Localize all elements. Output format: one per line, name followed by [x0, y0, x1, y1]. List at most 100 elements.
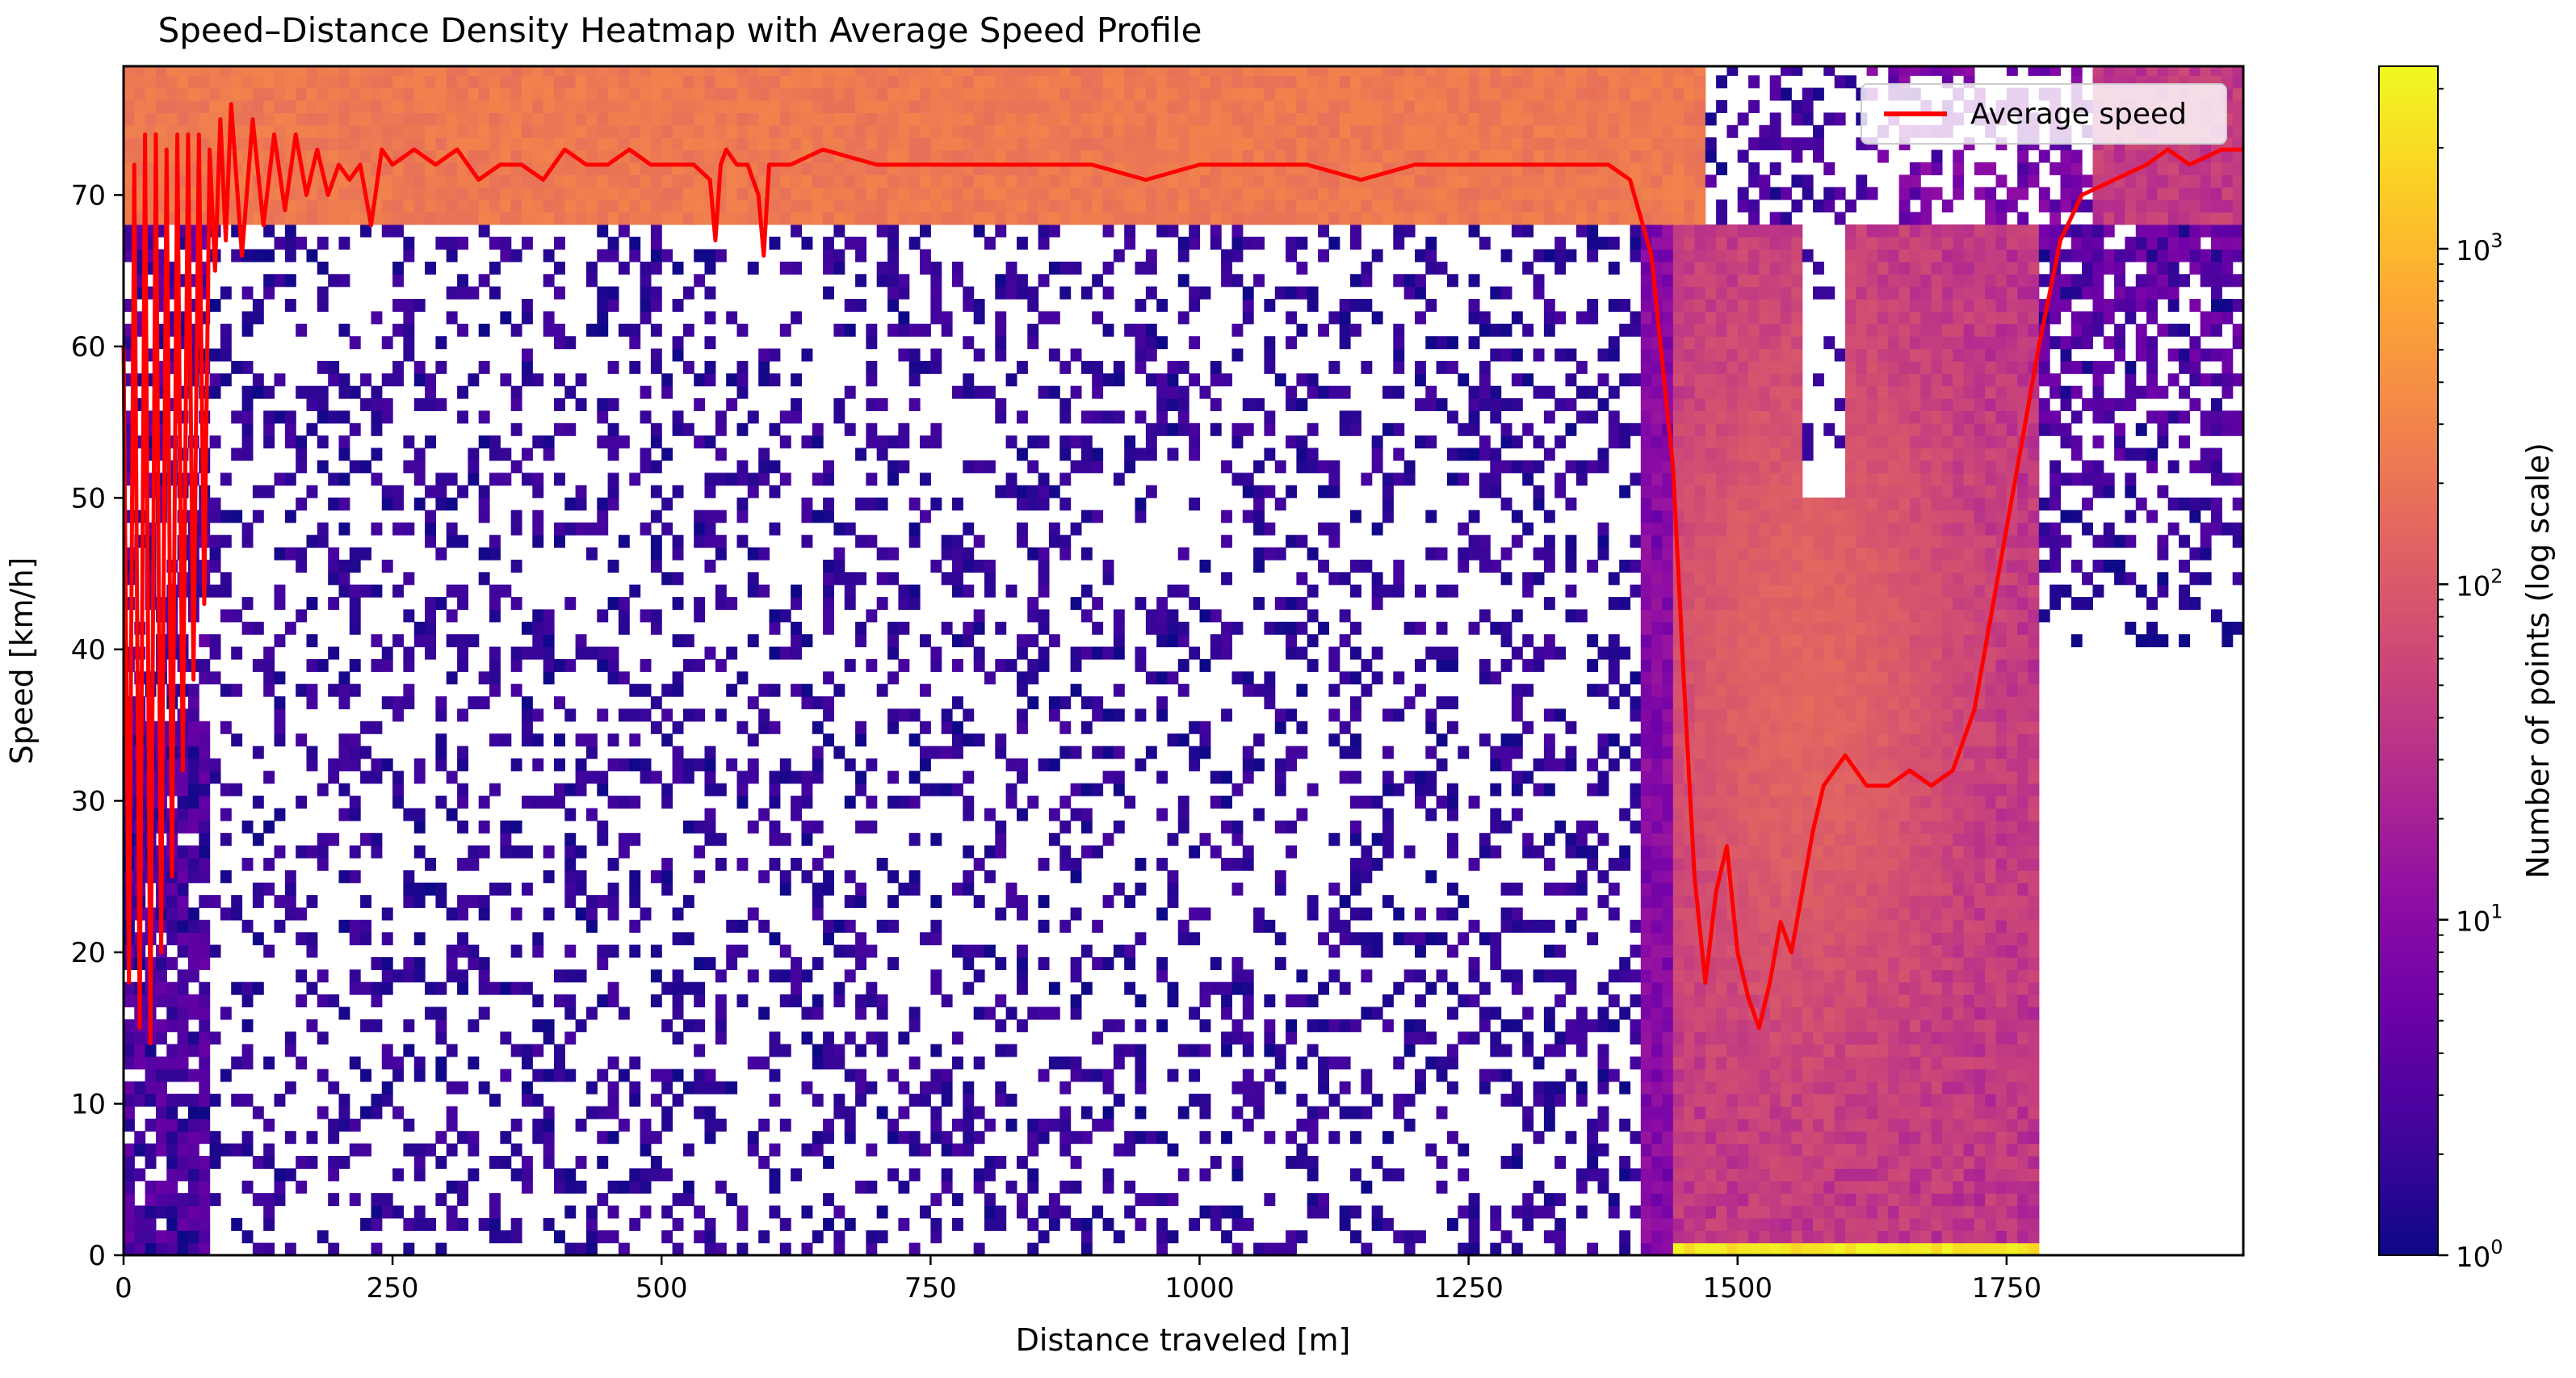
heatmap-cell — [220, 373, 232, 387]
heatmap-cell — [963, 137, 975, 151]
heatmap-cell — [1490, 1069, 1502, 1082]
heatmap-cell — [779, 87, 791, 101]
heatmap-cell — [1264, 621, 1276, 635]
heatmap-cell — [478, 435, 490, 449]
heatmap-cell — [1070, 658, 1082, 672]
heatmap-cell — [747, 112, 759, 126]
heatmap-cell — [758, 149, 770, 163]
heatmap-cell — [1479, 671, 1491, 685]
heatmap-cell — [1113, 100, 1125, 113]
heatmap-cell — [833, 572, 845, 586]
heatmap-cell — [887, 323, 899, 337]
heatmap-cell — [156, 1205, 167, 1219]
heatmap-cell — [1177, 422, 1189, 436]
heatmap-cell — [177, 796, 189, 809]
heatmap-cell — [435, 360, 447, 374]
heatmap-cell — [554, 1069, 565, 1082]
heatmap-cell — [844, 658, 856, 672]
heatmap-cell — [1059, 75, 1072, 89]
heatmap-cell — [1286, 200, 1297, 212]
heatmap-cell — [1425, 783, 1437, 796]
heatmap-cell — [1005, 473, 1017, 486]
heatmap-cell — [187, 1031, 199, 1045]
heatmap-cell — [156, 124, 167, 138]
heatmap-cell — [349, 796, 361, 809]
heatmap-cell — [984, 87, 996, 101]
heatmap-cell — [629, 708, 641, 722]
heatmap-cell — [1059, 1106, 1072, 1120]
heatmap-cell — [920, 261, 931, 275]
heatmap-cell — [1296, 746, 1308, 759]
heatmap-cell — [607, 473, 619, 486]
heatmap-cell — [156, 1106, 167, 1120]
heatmap-cell — [1210, 422, 1222, 436]
heatmap-cell — [769, 348, 781, 362]
heatmap-cell — [908, 771, 921, 784]
heatmap-cell — [338, 758, 350, 771]
heatmap-cell — [682, 708, 694, 722]
heatmap-cell — [1135, 187, 1147, 200]
heatmap-cell — [156, 112, 167, 126]
heatmap-cell — [134, 1044, 146, 1057]
heatmap-cell — [177, 124, 189, 138]
heatmap-cell — [1167, 1193, 1179, 1207]
heatmap-cell — [597, 224, 609, 237]
heatmap-cell — [672, 994, 684, 1008]
heatmap-cell — [887, 149, 899, 163]
heatmap-cell — [500, 373, 512, 387]
heatmap-cell — [1167, 112, 1179, 126]
heatmap-cell — [833, 559, 845, 573]
heatmap-cell — [284, 422, 296, 436]
heatmap-cell — [1436, 1156, 1448, 1169]
heatmap-cell — [187, 994, 199, 1008]
heatmap-cell — [1307, 187, 1319, 200]
heatmap-cell — [338, 783, 350, 796]
heatmap-cell — [1048, 1205, 1060, 1219]
heatmap-cell — [973, 1106, 985, 1120]
heatmap-cell — [166, 907, 178, 921]
heatmap-cell — [1113, 820, 1125, 834]
heatmap-cell — [607, 498, 619, 510]
heatmap-cell — [995, 1217, 1007, 1231]
heatmap-cell — [844, 100, 856, 113]
heatmap-cell — [554, 286, 565, 300]
heatmap-cell — [1070, 808, 1082, 821]
heatmap-cell — [156, 981, 167, 995]
heatmap-cell — [597, 708, 609, 722]
heatmap-cell — [1296, 646, 1308, 660]
heatmap-cell — [650, 485, 662, 498]
heatmap-cell — [607, 758, 619, 771]
heatmap-cell — [1027, 1168, 1039, 1182]
heatmap-cell — [241, 249, 254, 263]
heatmap-cell — [1436, 87, 1448, 101]
heatmap-cell — [360, 833, 371, 847]
heatmap-cell — [1253, 66, 1265, 76]
heatmap-cell — [1070, 149, 1082, 163]
heatmap-cell — [1318, 87, 1329, 101]
heatmap-cell — [747, 584, 759, 598]
heatmap-cell — [1242, 149, 1254, 163]
heatmap-cell — [145, 1230, 157, 1244]
heatmap-cell — [274, 373, 286, 387]
heatmap-cell — [425, 609, 436, 623]
heatmap-cell — [1102, 212, 1114, 225]
heatmap-cell — [769, 485, 781, 498]
heatmap-cell — [199, 820, 211, 834]
heatmap-cell — [457, 981, 468, 995]
heatmap-cell — [554, 733, 565, 747]
heatmap-cell — [177, 1057, 189, 1069]
heatmap-cell — [564, 969, 577, 983]
heatmap-cell — [510, 460, 522, 473]
heatmap-cell — [941, 535, 953, 548]
heatmap-cell — [1048, 174, 1060, 188]
heatmap-cell — [263, 87, 275, 101]
heatmap-cell — [543, 212, 555, 225]
heatmap-cell — [209, 75, 221, 89]
heatmap-cell — [1027, 323, 1039, 337]
heatmap-cell — [726, 473, 738, 486]
heatmap-cell — [650, 1168, 662, 1182]
heatmap-cell — [220, 286, 232, 300]
heatmap-cell — [1253, 559, 1265, 573]
heatmap-cell — [1286, 336, 1297, 350]
heatmap-cell — [661, 708, 673, 722]
